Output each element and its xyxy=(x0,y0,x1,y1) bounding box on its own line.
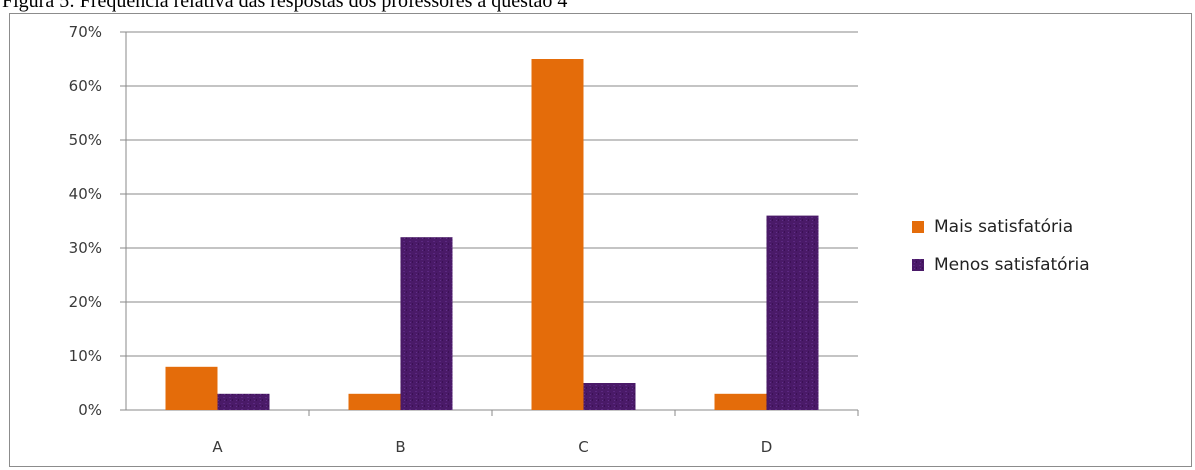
bars xyxy=(165,59,819,410)
bar-menos-satisfat-ria-b xyxy=(400,237,453,410)
legend-swatch xyxy=(912,221,924,233)
x-tick-label: A xyxy=(212,438,223,456)
y-tick-label: 40% xyxy=(69,185,102,203)
legend-label: Menos satisfatória xyxy=(934,255,1090,275)
tick-labels: 0% 10% 20% 30% 40% 50% 60% 70% A B C D xyxy=(69,23,773,456)
y-tick-label: 10% xyxy=(69,347,102,365)
y-tick-label: 20% xyxy=(69,293,102,311)
legend: Mais satisfatória Menos satisfatória xyxy=(912,217,1090,275)
y-tick-label: 30% xyxy=(69,239,102,257)
figure-caption: Figura 5: Frequência relativa das respos… xyxy=(2,0,568,12)
legend-swatch xyxy=(912,259,924,271)
bar-mais-satisfat-ria-d xyxy=(714,393,767,410)
y-tick-label: 0% xyxy=(78,401,102,419)
bar-mais-satisfat-ria-c xyxy=(531,59,584,410)
legend-label: Mais satisfatória xyxy=(934,217,1073,237)
x-tick-label: C xyxy=(578,438,588,456)
y-tick-label: 60% xyxy=(69,77,102,95)
x-tick-label: B xyxy=(395,438,405,456)
y-tick-label: 70% xyxy=(69,23,102,41)
bar-mais-satisfat-ria-a xyxy=(165,366,218,410)
y-tick-label: 50% xyxy=(69,131,102,149)
x-tick-label: D xyxy=(761,438,773,456)
bar-menos-satisfat-ria-a xyxy=(217,393,270,410)
bar-menos-satisfat-ria-d xyxy=(766,215,819,410)
bar-menos-satisfat-ria-c xyxy=(583,383,636,410)
bar-mais-satisfat-ria-b xyxy=(348,393,401,410)
axes xyxy=(120,31,859,416)
gridlines xyxy=(126,31,858,357)
